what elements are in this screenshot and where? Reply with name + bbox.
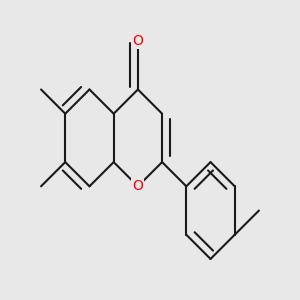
Text: O: O xyxy=(133,34,143,48)
Text: O: O xyxy=(133,179,143,193)
